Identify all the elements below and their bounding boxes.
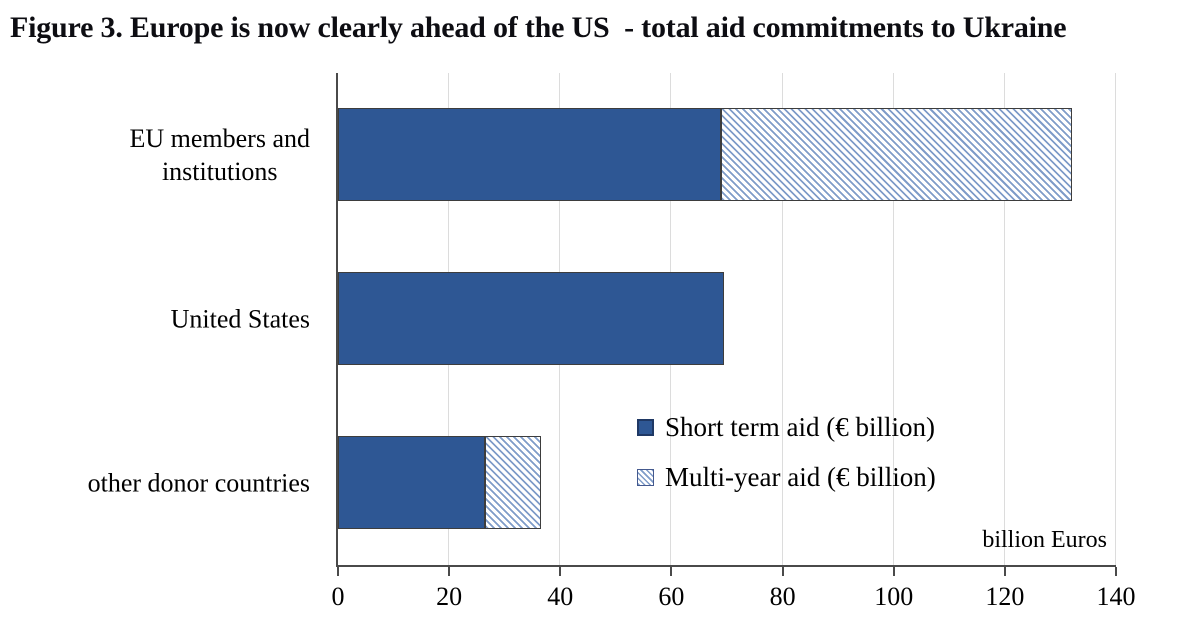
plot-area [336,73,1117,576]
bar-segment-multi-year [485,436,541,529]
bar-segment-multi-year [721,108,1072,201]
gridline [1115,73,1116,565]
x-tick-label: 40 [547,582,574,611]
x-axis-tick-mark [1115,567,1117,576]
y-axis-category-label: EU members and institutions [129,124,310,186]
x-tick-label: 140 [1096,582,1136,611]
bar-segment-short-term [338,436,486,529]
bar-segment-short-term [338,272,725,365]
x-axis-unit-label: billion Euros [982,527,1107,553]
x-axis-tick-mark [670,567,673,576]
y-axis-category-label: United States [170,304,310,334]
legend-label-multi-year-aid: Multi-year aid (€ billion) [665,461,936,492]
x-axis-tick-mark [337,567,339,576]
figure-title: Figure 3. Europe is now clearly ahead of… [10,11,1067,44]
x-tick-label: 120 [985,582,1025,611]
y-axis-category-label: other donor countries [87,468,310,498]
gridline [1003,73,1005,565]
x-axis-tick-mark [1003,567,1006,576]
legend-label-short-term-aid: Short term aid (€ billion) [665,411,935,442]
short-term-aid-swatch-icon [637,418,654,436]
legend-item-multi-year-aid: Multi-year aid (€ billion) [637,452,936,502]
x-tick-label: 100 [874,582,914,611]
x-tick-label: 60 [658,582,685,611]
gridline [781,73,783,565]
x-tick-label: 20 [436,582,463,611]
x-axis-tick-mark [559,567,562,576]
x-axis-tick-mark [781,567,784,576]
x-axis-tick-mark [448,567,451,576]
x-tick-label: 0 [331,582,345,611]
bar-segment-short-term [338,108,722,201]
x-tick-label: 80 [769,582,796,611]
legend: Short term aid (€ billion) Multi-year ai… [637,402,936,502]
gridline [892,73,894,565]
multi-year-aid-swatch-icon [637,468,654,486]
legend-item-short-term-aid: Short term aid (€ billion) [637,402,936,452]
x-axis-tick-mark [892,567,895,576]
